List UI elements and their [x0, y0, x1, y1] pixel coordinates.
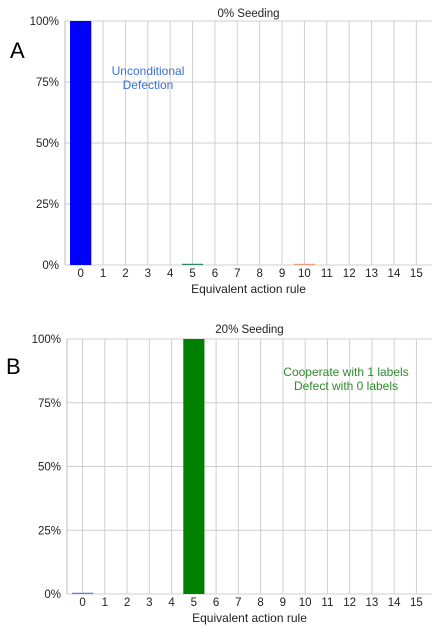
x-tick-label: 9	[280, 597, 286, 609]
x-tick-label: 11	[321, 597, 333, 609]
x-tick-label: 12	[343, 268, 356, 280]
bar	[181, 263, 204, 265]
annotation-text: Defect with 0 labels	[294, 379, 398, 393]
y-tick-label: 0%	[44, 589, 61, 601]
x-tick-label: 5	[191, 597, 197, 609]
x-tick-label: 15	[410, 597, 423, 609]
x-tick-label: 3	[146, 597, 152, 609]
x-tick-label: 7	[234, 268, 240, 280]
x-tick-label: 4	[167, 268, 174, 280]
y-tick-label: 100%	[32, 334, 61, 346]
chart-title: 20% Seeding	[215, 324, 283, 336]
y-tick-label: 75%	[38, 398, 61, 410]
chart-title: 0% Seeding	[217, 8, 279, 20]
panel-letter: A	[10, 38, 25, 63]
annotation-text: Cooperate with 1 labels	[283, 365, 408, 379]
bar	[183, 339, 205, 594]
x-tick-label: 10	[298, 268, 311, 280]
x-tick-label: 2	[124, 597, 130, 609]
y-tick-label: 75%	[36, 77, 59, 89]
x-tick-label: 13	[365, 268, 378, 280]
x-tick-label: 13	[366, 597, 379, 609]
bar	[70, 21, 92, 265]
x-tick-label: 9	[279, 268, 285, 280]
x-tick-label: 6	[212, 268, 218, 280]
x-tick-label: 6	[213, 597, 219, 609]
x-tick-label: 14	[388, 268, 401, 280]
x-tick-label: 1	[100, 268, 106, 280]
x-tick-label: 0	[79, 597, 85, 609]
x-tick-label: 11	[321, 268, 333, 280]
x-tick-label: 2	[122, 268, 128, 280]
y-tick-label: 100%	[30, 16, 59, 28]
x-tick-label: 5	[189, 268, 195, 280]
y-tick-label: 0%	[42, 260, 59, 272]
y-tick-label: 25%	[38, 525, 61, 537]
y-tick-label: 50%	[38, 462, 61, 474]
x-tick-label: 4	[168, 597, 175, 609]
y-tick-label: 50%	[36, 138, 59, 150]
panel-letter: B	[6, 354, 21, 379]
bar	[293, 263, 316, 265]
x-tick-label: 8	[256, 268, 262, 280]
x-tick-label: 0	[77, 268, 83, 280]
x-axis-label: Equivalent action rule	[192, 611, 307, 625]
x-tick-label: 3	[145, 268, 151, 280]
x-tick-label: 1	[102, 597, 108, 609]
y-tick-label: 25%	[36, 199, 59, 211]
annotation-text: Unconditional	[112, 64, 185, 78]
x-tick-label: 12	[343, 597, 356, 609]
bar	[72, 592, 94, 594]
x-tick-label: 15	[410, 268, 423, 280]
x-tick-label: 14	[388, 597, 401, 609]
annotation-text: Defection	[123, 78, 174, 92]
x-tick-label: 7	[235, 597, 241, 609]
x-axis-label: Equivalent action rule	[191, 282, 306, 296]
x-tick-label: 10	[299, 597, 312, 609]
x-tick-label: 8	[257, 597, 263, 609]
